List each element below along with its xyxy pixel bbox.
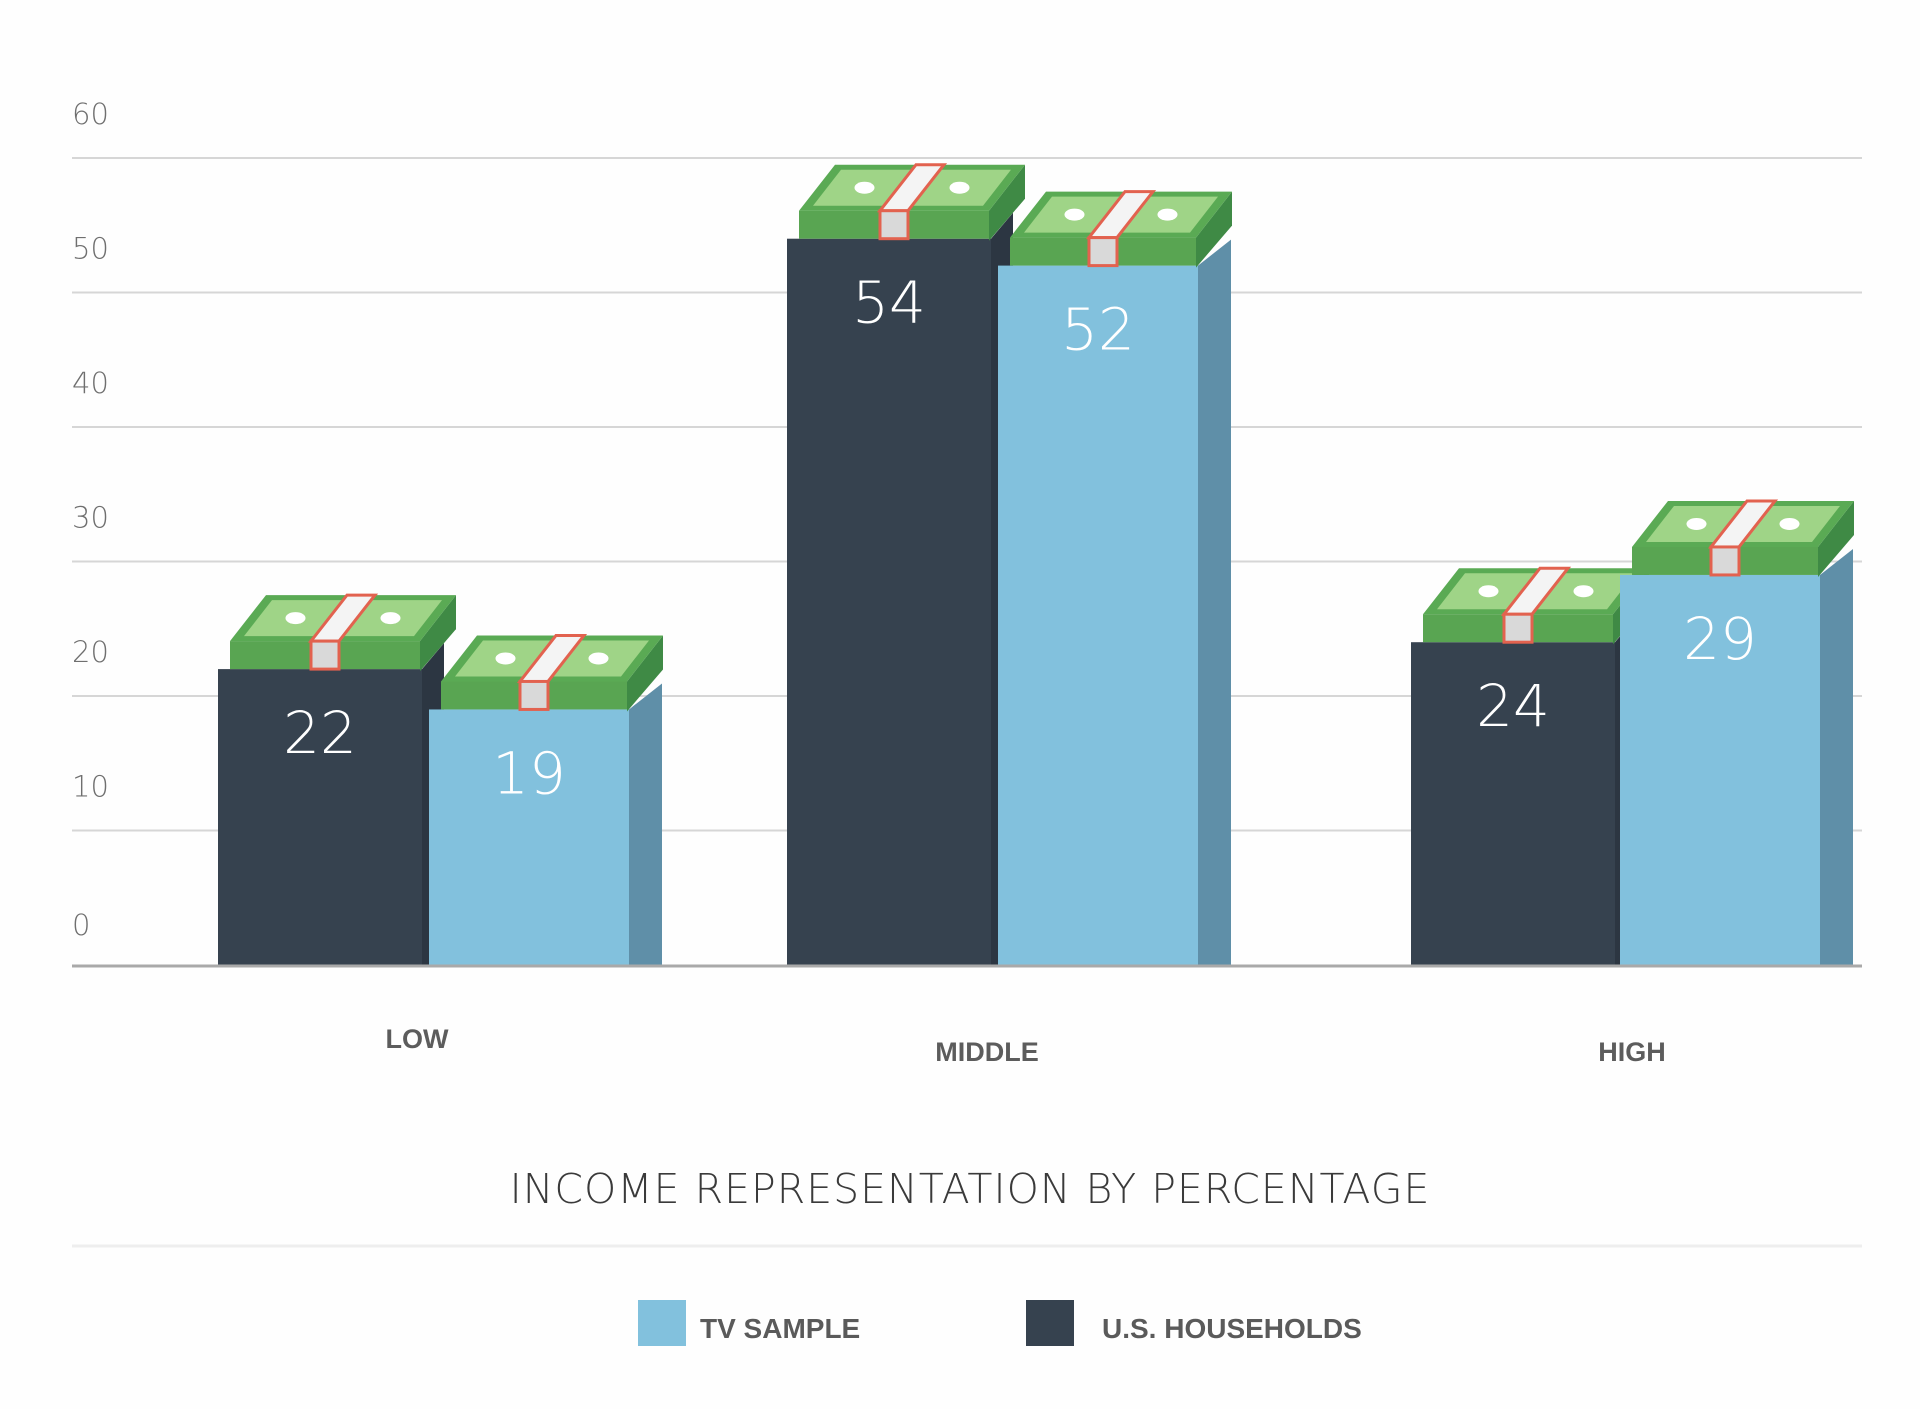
bill-dot	[1573, 585, 1594, 598]
legend-label-tv-sample: TV SAMPLE	[700, 1313, 860, 1344]
y-tick-label: 20	[72, 635, 109, 669]
bill-dot	[285, 612, 306, 625]
category-label-middle: MIDDLE	[935, 1037, 1039, 1067]
money-stack-icon	[1632, 499, 1854, 577]
y-tick-label: 0	[72, 908, 90, 942]
legend-swatch-tv-sample	[638, 1300, 686, 1346]
money-band-front	[878, 209, 910, 241]
money-band-front	[1709, 545, 1741, 577]
y-tick-label: 30	[72, 501, 109, 535]
bill-dot	[1779, 517, 1800, 530]
bar	[1411, 642, 1615, 966]
bill-dot	[1157, 208, 1178, 221]
bar	[787, 238, 991, 966]
bill-dot	[854, 181, 875, 194]
data-label: 52	[1061, 296, 1135, 364]
bar-group: 24 29	[1411, 499, 1854, 966]
data-label: 54	[852, 269, 926, 337]
money-band-front	[518, 679, 550, 711]
bill-dot	[495, 652, 516, 665]
money-side	[1196, 191, 1232, 268]
money-stack-icon	[1010, 190, 1232, 268]
data-label: 22	[283, 699, 357, 767]
category-label-high: HIGH	[1598, 1037, 1666, 1067]
bar-side	[629, 683, 662, 966]
money-stack-icon	[799, 163, 1025, 241]
money-stack-icon	[441, 633, 663, 712]
data-label: 29	[1683, 605, 1757, 673]
bar-side	[1198, 239, 1231, 967]
money-band-front	[1087, 236, 1119, 268]
bar	[429, 709, 629, 966]
y-tick-label: 10	[72, 770, 109, 804]
category-label-low: LOW	[386, 1024, 449, 1054]
money-band-front	[309, 639, 341, 671]
y-tick-label: 50	[72, 232, 109, 266]
bar	[1620, 574, 1820, 966]
legend-label-us-households: U.S. HOUSEHOLDS	[1102, 1313, 1362, 1344]
data-label: 24	[1476, 672, 1550, 740]
y-tick-label: 60	[72, 97, 109, 131]
chart-title: INCOME REPRESENTATION BY PERCENTAGE	[510, 1165, 1431, 1213]
bill-dot	[1064, 208, 1085, 221]
bill-dot	[588, 652, 609, 665]
bill-dot	[1686, 517, 1707, 530]
money-side	[627, 635, 663, 712]
legend-swatch-us-households	[1026, 1300, 1074, 1346]
data-label: 19	[492, 739, 566, 807]
bars: 22 19 54 52 24 29	[218, 163, 1854, 967]
money-side	[420, 595, 456, 672]
money-side	[989, 164, 1025, 241]
bill-dot	[1478, 585, 1499, 598]
bar-group: 54 52	[787, 163, 1232, 967]
money-side	[1818, 500, 1854, 577]
money-band-front	[1502, 612, 1534, 644]
bar	[218, 669, 422, 966]
bill-dot	[949, 181, 970, 194]
bar-group: 22 19	[218, 593, 663, 966]
bar	[998, 265, 1198, 967]
bar-side	[1820, 548, 1853, 966]
y-tick-label: 40	[72, 366, 109, 400]
category-labels: LOW MIDDLE HIGH	[386, 1024, 1666, 1067]
money-stack-icon	[1423, 566, 1649, 645]
money-stack-icon	[230, 593, 456, 672]
bill-dot	[380, 612, 401, 625]
